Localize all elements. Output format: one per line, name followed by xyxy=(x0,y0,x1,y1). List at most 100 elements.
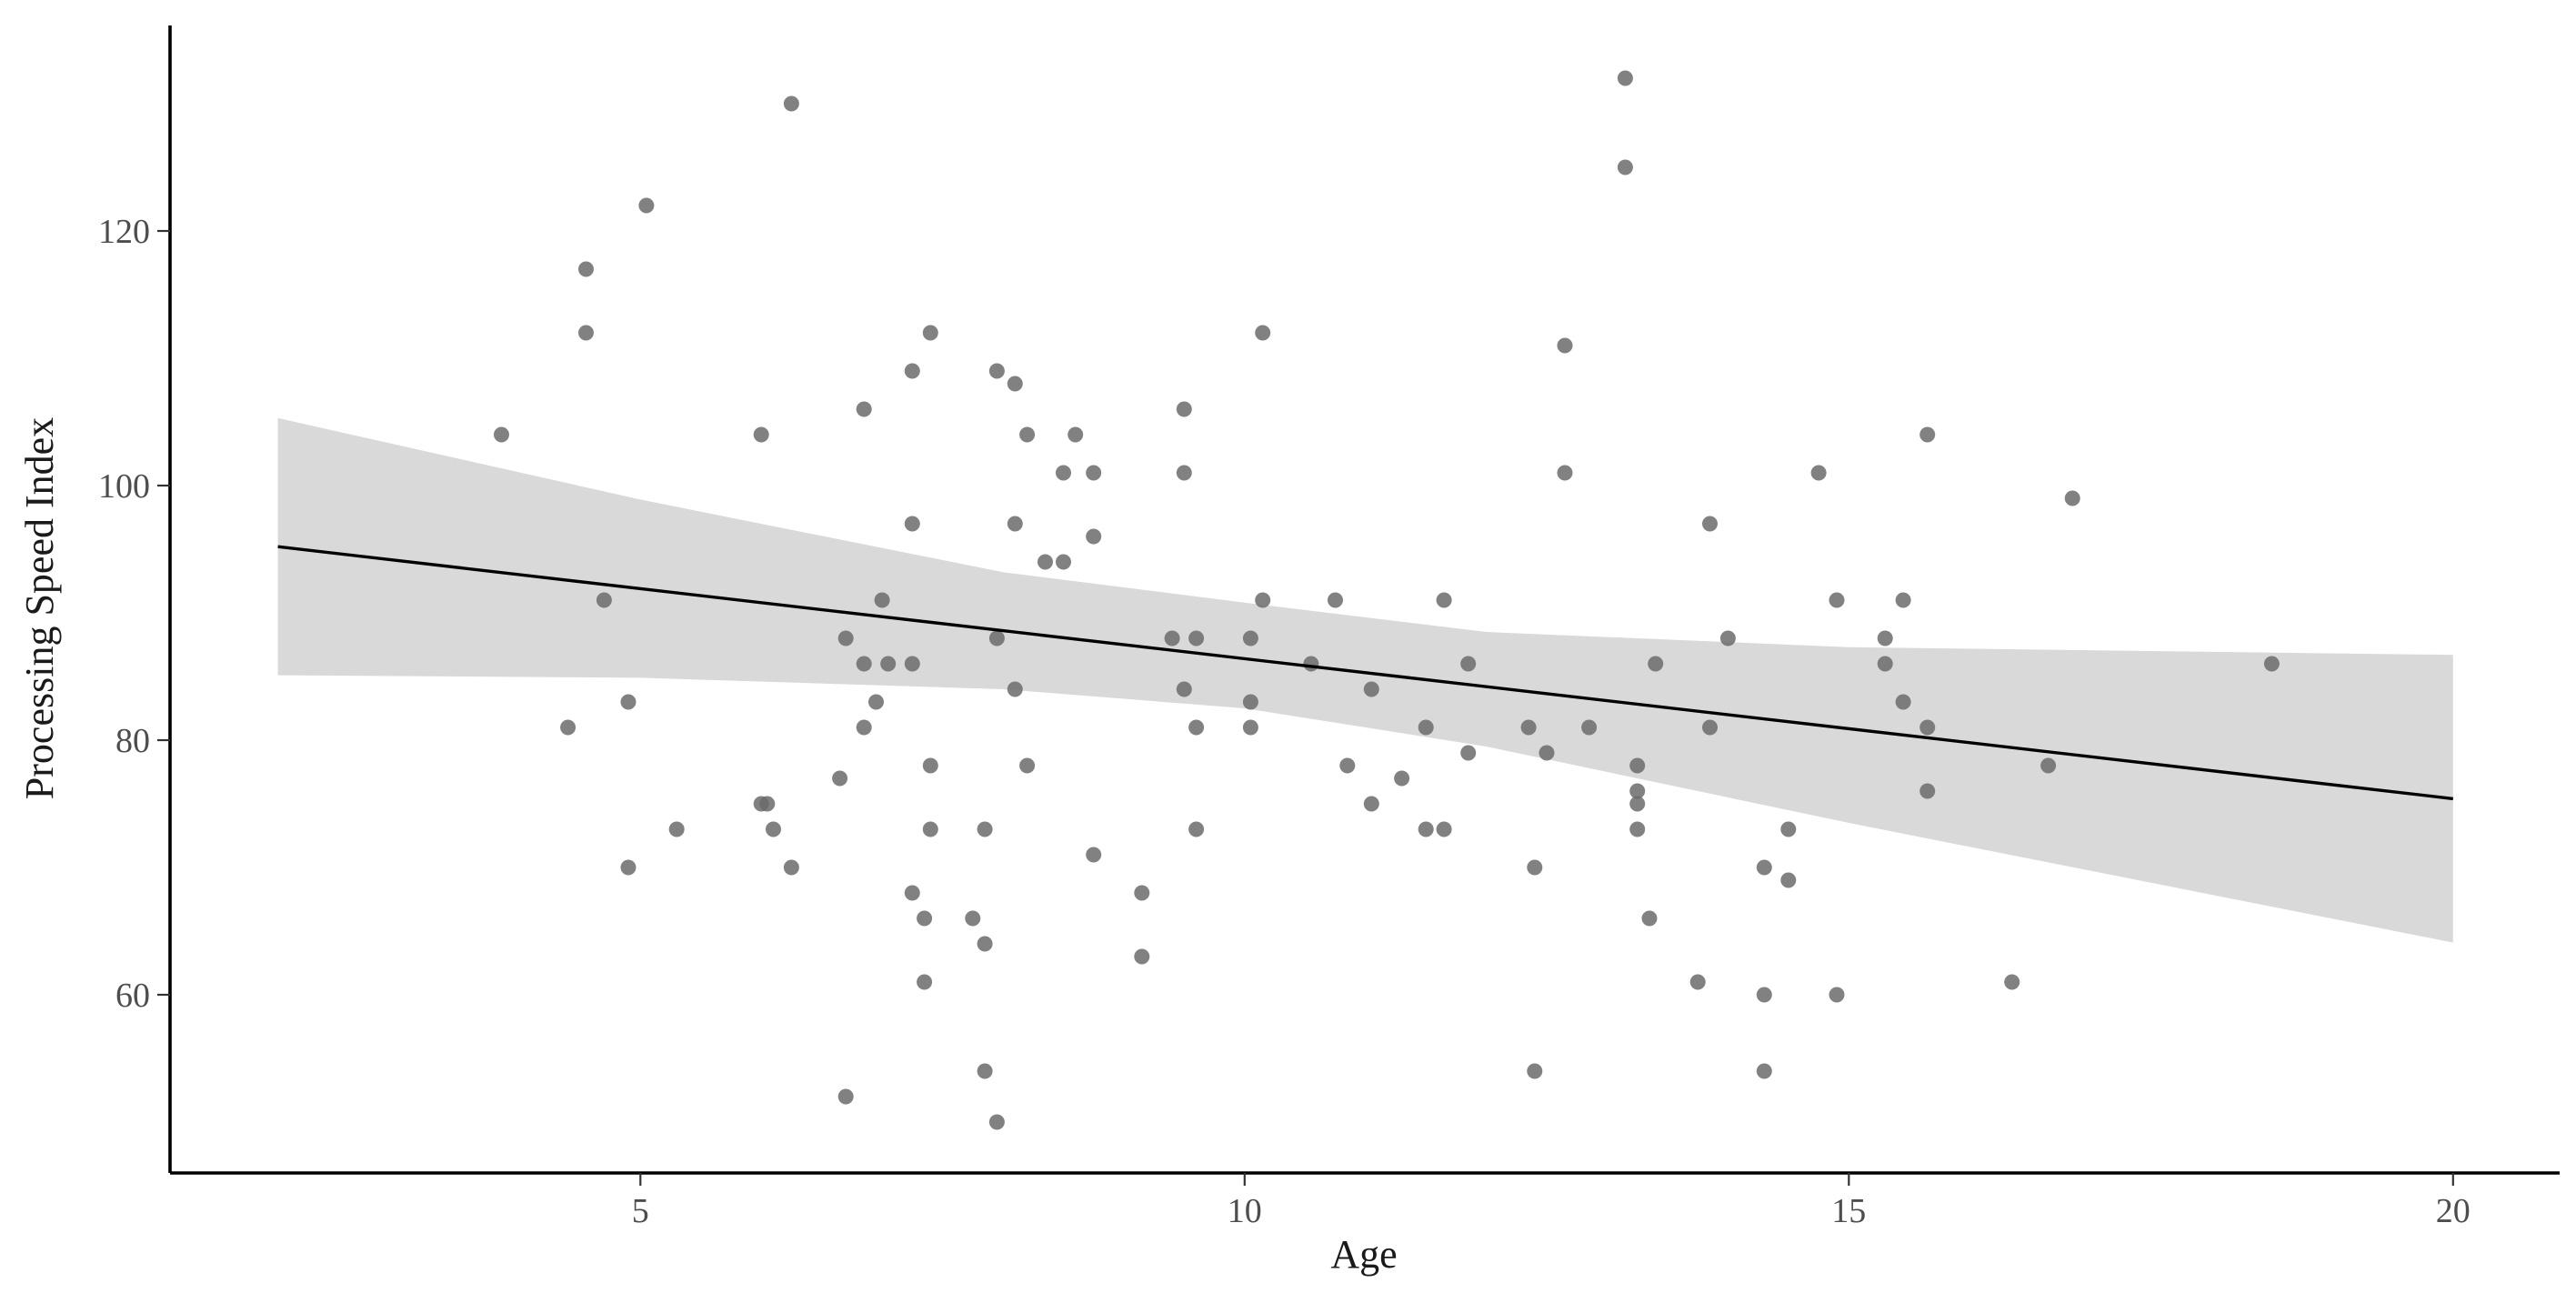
x-tick-label: 10 xyxy=(1228,1192,1262,1230)
x-axis-title: Age xyxy=(1330,1232,1397,1277)
data-point xyxy=(1756,1063,1772,1079)
y-tick-label: 120 xyxy=(98,213,150,251)
data-point xyxy=(988,1114,1005,1130)
y-tick-label: 80 xyxy=(115,722,150,760)
data-point xyxy=(2004,974,2020,990)
data-point xyxy=(904,656,920,672)
data-point xyxy=(1394,770,1410,787)
data-point xyxy=(1303,656,1319,672)
regression-line-layer xyxy=(277,545,2453,801)
data-point xyxy=(922,821,938,837)
data-point xyxy=(1617,70,1633,86)
data-point xyxy=(977,936,993,952)
data-point xyxy=(1810,465,1827,481)
data-point xyxy=(1436,592,1452,608)
data-point xyxy=(1436,821,1452,837)
data-point xyxy=(1689,974,1706,990)
data-point xyxy=(783,95,799,112)
data-point xyxy=(1527,1063,1543,1079)
data-point xyxy=(1460,745,1477,761)
data-point xyxy=(783,859,799,876)
data-point xyxy=(880,656,897,672)
data-point xyxy=(1629,757,1646,774)
data-point xyxy=(1756,859,1772,876)
data-point xyxy=(1557,465,1573,481)
data-point xyxy=(1895,592,1911,608)
data-point xyxy=(856,656,872,672)
data-point xyxy=(1629,796,1646,812)
data-point xyxy=(1617,159,1633,175)
data-point xyxy=(1242,719,1258,736)
data-point xyxy=(638,197,655,214)
data-point xyxy=(868,694,884,710)
data-point xyxy=(1702,719,1718,736)
data-point xyxy=(1188,630,1205,646)
data-point xyxy=(977,1063,993,1079)
data-point xyxy=(1581,719,1598,736)
data-point xyxy=(1363,796,1379,812)
data-point xyxy=(1007,681,1023,697)
data-point xyxy=(1363,681,1379,697)
axes-layer xyxy=(168,25,2560,1175)
x-tick-label: 5 xyxy=(632,1192,649,1230)
data-point xyxy=(922,757,938,774)
data-point xyxy=(1176,681,1192,697)
data-point xyxy=(977,821,993,837)
data-point xyxy=(1702,516,1718,532)
data-point xyxy=(1829,987,1845,1003)
x-tick-label: 20 xyxy=(2436,1192,2471,1230)
data-point xyxy=(1919,783,1936,799)
data-point xyxy=(578,325,594,341)
data-point xyxy=(1756,987,1772,1003)
data-point xyxy=(1134,885,1150,901)
data-point xyxy=(1019,426,1036,443)
data-point xyxy=(2064,490,2080,506)
data-point xyxy=(965,910,981,927)
data-point xyxy=(874,592,890,608)
data-point xyxy=(766,821,781,837)
data-point xyxy=(1164,630,1180,646)
data-point xyxy=(1056,465,1071,481)
data-point xyxy=(904,516,920,532)
data-point xyxy=(988,630,1005,646)
data-point xyxy=(917,910,933,927)
data-point xyxy=(753,426,769,443)
data-point xyxy=(1829,592,1845,608)
data-point xyxy=(1056,554,1071,570)
data-point xyxy=(1188,821,1205,837)
data-point xyxy=(1134,948,1150,965)
data-point xyxy=(759,796,776,812)
data-point xyxy=(1086,528,1102,545)
data-point xyxy=(1629,821,1646,837)
data-point xyxy=(1037,554,1053,570)
data-point xyxy=(1719,630,1736,646)
data-point xyxy=(1877,630,1893,646)
data-point xyxy=(1086,847,1102,863)
data-point xyxy=(904,885,920,901)
data-point xyxy=(560,719,576,736)
data-point xyxy=(1629,783,1646,799)
data-point xyxy=(832,770,848,787)
data-point xyxy=(2263,656,2280,672)
y-tick-label: 100 xyxy=(98,467,150,506)
data-point xyxy=(494,426,509,443)
data-point xyxy=(1648,656,1664,672)
data-point xyxy=(1176,401,1192,417)
data-point xyxy=(856,401,872,417)
y-tick-label: 60 xyxy=(115,977,150,1015)
data-point xyxy=(596,592,612,608)
data-point xyxy=(1520,719,1537,736)
data-points-layer xyxy=(494,70,2280,1130)
data-point xyxy=(922,325,938,341)
data-point xyxy=(1418,719,1434,736)
data-point xyxy=(1877,656,1893,672)
data-point xyxy=(1339,757,1356,774)
data-point xyxy=(1007,516,1023,532)
data-point xyxy=(578,261,594,277)
data-point xyxy=(1242,630,1258,646)
ticks-layer: 5 10 15 20 60 80 100 120 xyxy=(98,213,2471,1230)
data-point xyxy=(837,1088,854,1105)
regression-line xyxy=(277,545,2453,801)
